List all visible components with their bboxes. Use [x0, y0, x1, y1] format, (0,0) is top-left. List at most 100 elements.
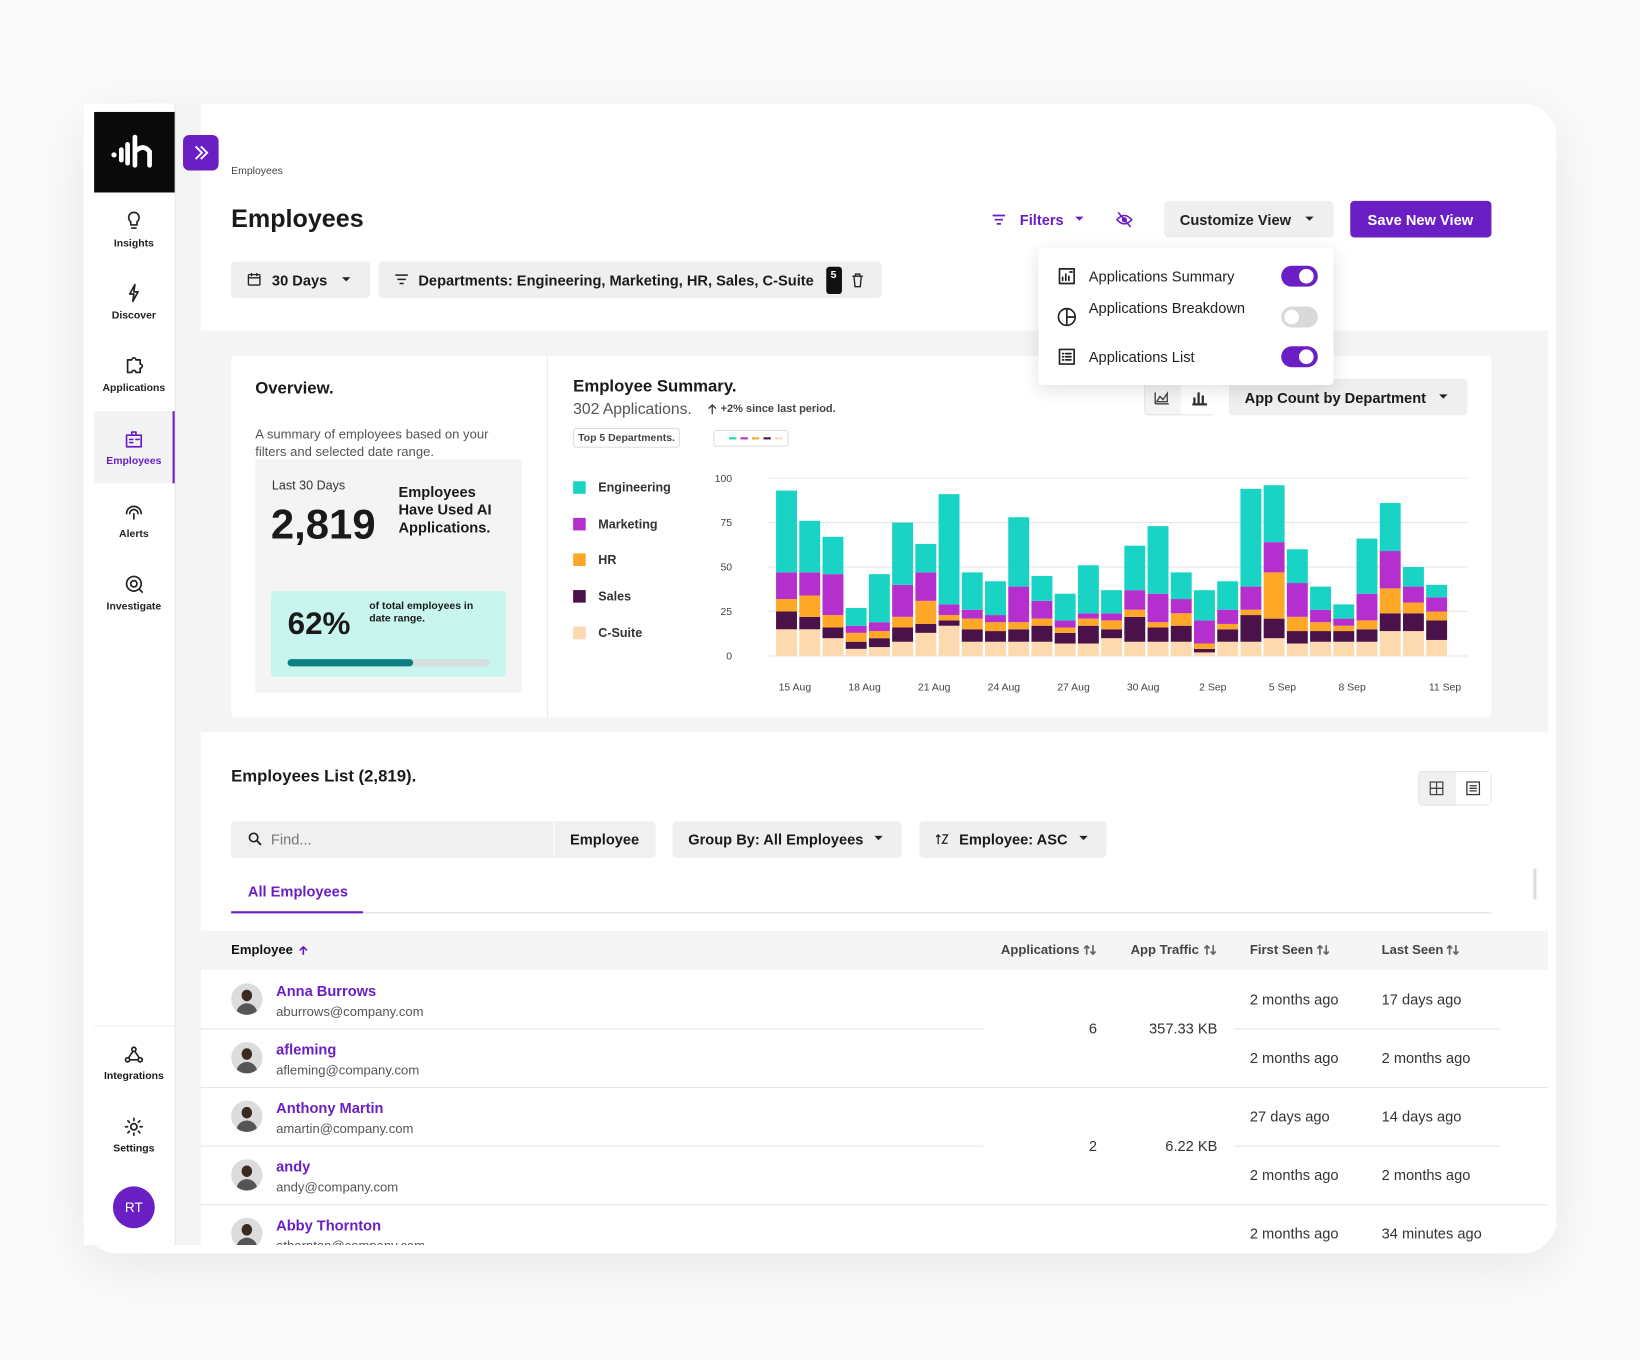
sort-icon[interactable] — [1316, 944, 1330, 957]
nav-icon[interactable] — [123, 573, 144, 594]
bar-segment — [985, 631, 1006, 642]
x-tick-label: 24 Aug — [988, 682, 1021, 693]
bar-segment — [1217, 609, 1239, 624]
area-chart-icon[interactable] — [1154, 389, 1171, 406]
employee-name[interactable]: afleming — [276, 1040, 337, 1058]
column-header[interactable]: Last Seen — [1381, 942, 1444, 958]
bar-segment — [915, 543, 937, 573]
avatar-body — [236, 1061, 258, 1074]
nav-label[interactable]: Investigate — [106, 601, 162, 613]
chart-title: Employee Summary. — [573, 377, 737, 396]
sort-icon[interactable] — [1446, 944, 1459, 957]
sort-icon[interactable] — [1204, 944, 1217, 957]
employee-name[interactable]: Abby Thornton — [276, 1216, 382, 1234]
nav-icon[interactable] — [123, 282, 144, 303]
employee-avatar — [231, 1042, 263, 1074]
nav-icon[interactable] — [123, 355, 144, 376]
bar-segment — [1263, 572, 1285, 619]
grid-view-icon[interactable] — [1429, 780, 1445, 796]
bar-segment — [1263, 618, 1285, 639]
search-box[interactable] — [231, 821, 656, 858]
column-header[interactable]: Applications — [1000, 942, 1080, 958]
bar-segment — [799, 572, 821, 596]
bar-segment — [1054, 620, 1076, 628]
nav-label[interactable]: Applications — [102, 382, 166, 394]
bar-chart-icon[interactable] — [1191, 389, 1208, 406]
bar-segment — [799, 520, 821, 573]
expand-button[interactable] — [183, 134, 219, 171]
employee-name[interactable]: Anthony Martin — [276, 1099, 384, 1117]
bar-segment — [1054, 627, 1076, 633]
nav-icon[interactable] — [123, 429, 144, 450]
avatar-head — [241, 989, 253, 1002]
bar-segment — [1147, 526, 1169, 594]
save-view-button[interactable] — [1350, 200, 1492, 238]
avatar[interactable] — [112, 1186, 155, 1229]
bar-segment — [868, 622, 890, 632]
column-header[interactable]: App Traffic — [1130, 942, 1199, 958]
bar-segment — [1333, 631, 1355, 642]
legend-swatch — [573, 517, 586, 531]
bar-segment — [1310, 609, 1332, 623]
nav-icon[interactable] — [123, 1116, 144, 1137]
nav-label[interactable]: Discover — [111, 310, 156, 322]
bar-segment — [1379, 631, 1401, 656]
employee-name[interactable]: andy — [276, 1158, 311, 1175]
x-tick-label: 27 Aug — [1057, 682, 1090, 693]
legend-thumb-dash — [728, 437, 737, 440]
menu-icon — [1057, 307, 1077, 327]
list-view-icon[interactable] — [1465, 780, 1481, 796]
bar-segment — [1217, 581, 1239, 610]
employee-name[interactable]: Anna Burrows — [276, 982, 377, 1000]
tab-all-employees[interactable]: All Employees — [247, 882, 348, 900]
nav-icon[interactable] — [123, 1044, 144, 1065]
nav-icon[interactable] — [123, 210, 144, 231]
customize-view-button[interactable] — [1164, 200, 1334, 238]
sort-dropdown[interactable] — [919, 821, 1107, 858]
bar-segment — [845, 648, 867, 656]
nav-label[interactable]: Settings — [113, 1142, 155, 1155]
nav-label[interactable]: Insights — [113, 238, 154, 250]
bar-segment — [1008, 586, 1030, 623]
department-filter[interactable] — [378, 261, 882, 299]
row-rule — [201, 1263, 983, 1264]
bar-segment — [1356, 620, 1378, 630]
group-by-dropdown[interactable] — [672, 821, 902, 858]
bar-segment — [961, 618, 983, 630]
toggle-knob — [1284, 309, 1300, 325]
bar-segment — [961, 609, 983, 619]
bar-segment — [1124, 641, 1146, 656]
hide-icon[interactable] — [1115, 210, 1134, 229]
bar-segment — [938, 620, 960, 626]
bar-segment — [985, 581, 1006, 616]
filters-button[interactable]: Filters — [1019, 211, 1064, 229]
sort-icon — [935, 833, 949, 845]
search-field[interactable]: Employee — [570, 830, 640, 848]
column-header[interactable]: First Seen — [1249, 942, 1314, 958]
group-traffic: 6.22 KB — [1165, 1137, 1218, 1154]
nav-icon[interactable] — [123, 501, 144, 522]
nav-label[interactable]: Integrations — [103, 1070, 164, 1083]
row-rule — [200, 1204, 1548, 1206]
bar-segment — [1379, 588, 1401, 614]
nav-label[interactable]: Employees — [106, 455, 162, 468]
page-title: Employees — [231, 205, 364, 234]
row-rule — [200, 1087, 1548, 1089]
bar-segment — [1101, 629, 1123, 639]
sort-icon[interactable] — [1083, 944, 1097, 957]
trash-icon[interactable] — [851, 273, 864, 288]
chart-type-toggle[interactable] — [1144, 379, 1216, 416]
column-header[interactable]: Employee — [231, 942, 293, 958]
bar-segment — [1310, 641, 1332, 656]
nav-label[interactable]: Alerts — [119, 528, 149, 541]
employee-avatar — [231, 1217, 263, 1245]
bar-segment — [1310, 622, 1332, 632]
menu-item-label[interactable]: Applications List — [1088, 348, 1195, 366]
bar-segment — [1402, 586, 1424, 603]
bar-segment — [1240, 615, 1262, 642]
legend-thumb-dash — [740, 437, 748, 440]
menu-item-label[interactable]: Applications Breakdown — [1088, 299, 1246, 316]
legend-title-box — [573, 427, 680, 448]
progress-track — [287, 659, 490, 667]
menu-item-label[interactable]: Applications Summary — [1088, 267, 1235, 285]
